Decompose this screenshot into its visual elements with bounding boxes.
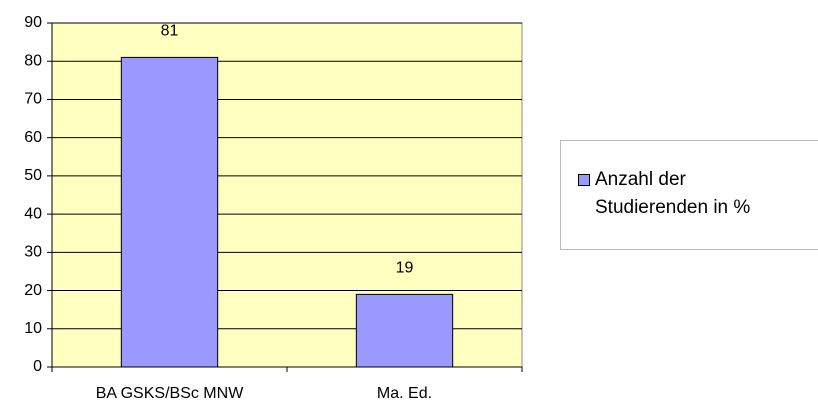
x-tick-label: Ma. Ed. (377, 385, 432, 402)
y-tick-label: 40 (24, 205, 42, 222)
x-tick-label: BA GSKS/BSc MNW (96, 385, 244, 402)
bar (355, 293, 454, 368)
y-tick-label: 10 (24, 320, 42, 337)
legend: Anzahl der Studierenden in % (560, 140, 818, 250)
legend-label: Anzahl der Studierenden in % (595, 169, 751, 218)
data-label: 81 (161, 23, 179, 40)
bar (120, 56, 219, 368)
data-label: 19 (396, 260, 414, 277)
y-tick-label: 50 (24, 167, 42, 184)
y-tick-label: 20 (24, 282, 42, 299)
y-tick-label: 70 (24, 91, 42, 108)
y-tick-label: 90 (24, 14, 42, 31)
y-tick-label: 0 (33, 358, 42, 375)
y-tick-label: 30 (24, 244, 42, 261)
y-tick-label: 80 (24, 52, 42, 69)
y-tick-label: 60 (24, 129, 42, 146)
legend-swatch (578, 174, 590, 186)
